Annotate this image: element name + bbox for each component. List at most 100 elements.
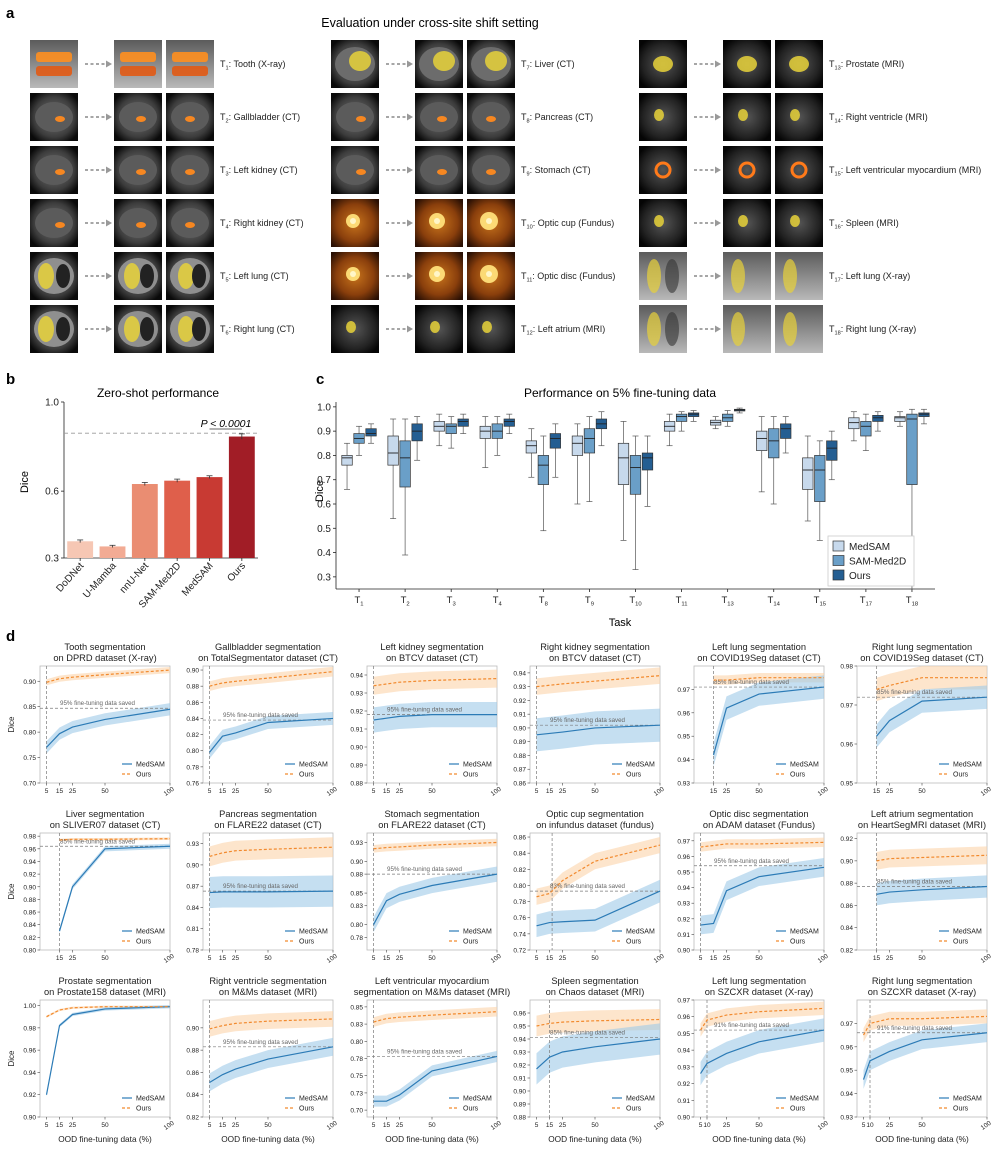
x-tick-label: 5: [45, 1122, 49, 1129]
x-tick-label: 50: [918, 788, 926, 795]
legend-ours-label: Ours: [626, 772, 642, 779]
x-tick-label: 25: [232, 1122, 240, 1129]
task-6-target-image-2: [166, 305, 214, 353]
task-tick-label: T1: [354, 595, 363, 608]
chart-title-line-2: on HeartSegMRI dataset (MRI): [858, 820, 986, 830]
chart-title-line-1: Optic cup segmentation: [546, 809, 644, 819]
x-tick-label: 25: [232, 788, 240, 795]
task-5-target-image-2-mask: [178, 263, 194, 289]
task-18-target-image-2: [775, 305, 823, 353]
ours-line: [59, 838, 171, 841]
ours-line: [209, 1018, 334, 1030]
chart-title-line-2: on DPRD dataset (X-ray): [53, 653, 156, 663]
task-13-target-image-2-mask: [789, 56, 809, 72]
task-tick-label-sub: 18: [912, 602, 919, 608]
task-6-target-image-1: [114, 305, 162, 353]
x-tick-label: 5: [372, 1122, 376, 1129]
panel-a-letter: a: [6, 5, 15, 22]
ours-confidence-band: [876, 666, 987, 702]
task-10-target-image-1: [415, 199, 463, 247]
fine-tuning-box-plot: 0.30.40.50.60.70.80.91.0T1 T2 T3 T4 T8 T9 T10 T…: [317, 402, 935, 608]
task-14-target-image-1-mask: [738, 109, 748, 121]
task-15-target-image-2-mask: [790, 161, 808, 179]
x-tick-label: 5: [45, 788, 49, 795]
medsam-line: [876, 885, 988, 895]
ours-confidence-band: [373, 838, 497, 853]
medsam-confidence-band: [209, 711, 333, 759]
y-tick-label: 0.83: [350, 1022, 363, 1029]
box-sam-med2d: [860, 421, 872, 437]
task-3-target-image-2-mask: [185, 169, 195, 175]
task-17-arrow-head: [715, 272, 721, 280]
task-15-source-image-background: [639, 146, 687, 194]
x-tick-label: 50: [428, 788, 436, 795]
task-4-label-sub: 4: [226, 225, 229, 231]
y-tick-label: 0.98: [23, 1025, 36, 1032]
task-18-source-image-background: [639, 305, 687, 353]
x-tick-label: 100: [490, 1120, 503, 1132]
chart-title-line-1: Gallbladder segmentation: [215, 642, 321, 652]
y-tick-label: 0.85: [350, 891, 363, 898]
ours-line: [862, 1015, 988, 1036]
task-16-target-image-2-mask: [790, 215, 800, 227]
legend-ours-label: Ours: [790, 772, 806, 779]
x-tick-label: 100: [817, 953, 830, 965]
y-tick-label: 0.92: [513, 698, 526, 705]
data-saved-annotation: 85% fine-tuning data saved: [877, 689, 953, 696]
chart-title-line-1: Stomach segmentation: [384, 809, 479, 819]
x-tick-label: DoDNet: [54, 560, 86, 594]
x-tick-label: 50: [755, 1122, 763, 1129]
medsam-confidence-band: [46, 1005, 170, 1097]
task-7-arrow-head: [407, 60, 413, 68]
task-17-source-image-background: [639, 252, 687, 300]
panel-d-letter: d: [6, 628, 15, 645]
task-tick-label-main: T: [768, 595, 774, 606]
ours-line: [876, 854, 988, 862]
y-tick-label: 0.97: [677, 998, 690, 1005]
ours-confidence-band: [209, 1011, 333, 1037]
task-tick-label-main: T: [354, 595, 360, 606]
x-tick-label: 100: [653, 953, 666, 965]
task-3-target-image-2: [166, 146, 214, 194]
task-17-source-image-mask-left: [647, 259, 661, 293]
legend-medsam-label: MedSAM: [136, 929, 165, 936]
y-tick-label: 0.89: [350, 763, 363, 770]
y-tick-label: 0.95: [513, 1024, 526, 1031]
task-1-label: T1: Tooth (X-ray): [220, 59, 285, 72]
task-5-source-image-lung: [56, 264, 70, 288]
task-17-target-image-1-mask-left: [731, 259, 745, 293]
data-saved-annotation: 95% fine-tuning data saved: [714, 858, 790, 865]
y-axis-label: Dice: [7, 716, 16, 733]
legend-medsam-label: MedSAM: [953, 929, 982, 936]
task-1-source-image-mask-upper: [36, 52, 72, 62]
task-11-label-text: : Optic disc (Fundus): [532, 271, 615, 281]
task-14-target-image-1: [723, 93, 771, 141]
medsam-line: [372, 873, 498, 925]
x-tick-label: 100: [490, 786, 503, 798]
task-1-target-image-1: [114, 40, 162, 88]
chart-title-line-2: on BTCV dataset (CT): [386, 653, 478, 663]
task-17-target-image-1: [723, 252, 771, 300]
y-tick-label: 0.94: [23, 859, 36, 866]
y-tick-label: 0.93: [677, 1064, 690, 1071]
x-tick-label: 5: [862, 1122, 866, 1129]
x-axis-label: OOD fine-tuning data (%): [58, 1134, 152, 1144]
data-saved-annotation: 95% fine-tuning data saved: [387, 1048, 463, 1055]
task-14-label-sub: 14: [835, 119, 841, 125]
legend-ours-label: Ours: [136, 772, 152, 779]
task-14-label-main: T: [829, 112, 835, 122]
task-11-target-image-1: [415, 252, 463, 300]
y-tick-label: 0.90: [186, 862, 199, 869]
task-4-target-image-2: [166, 199, 214, 247]
task-1-source-image-mask-lower: [36, 66, 72, 76]
x-tick-label: 15: [546, 1122, 554, 1129]
data-saved-annotation: 95% fine-tuning data saved: [223, 1039, 299, 1046]
task-5-target-image-1: [114, 252, 162, 300]
task-18-label-main: T: [829, 324, 835, 334]
x-tick-label: 50: [428, 1122, 436, 1129]
x-tick-label: 15: [219, 1122, 227, 1129]
task-14-label-text: : Right ventricle (MRI): [841, 112, 928, 122]
